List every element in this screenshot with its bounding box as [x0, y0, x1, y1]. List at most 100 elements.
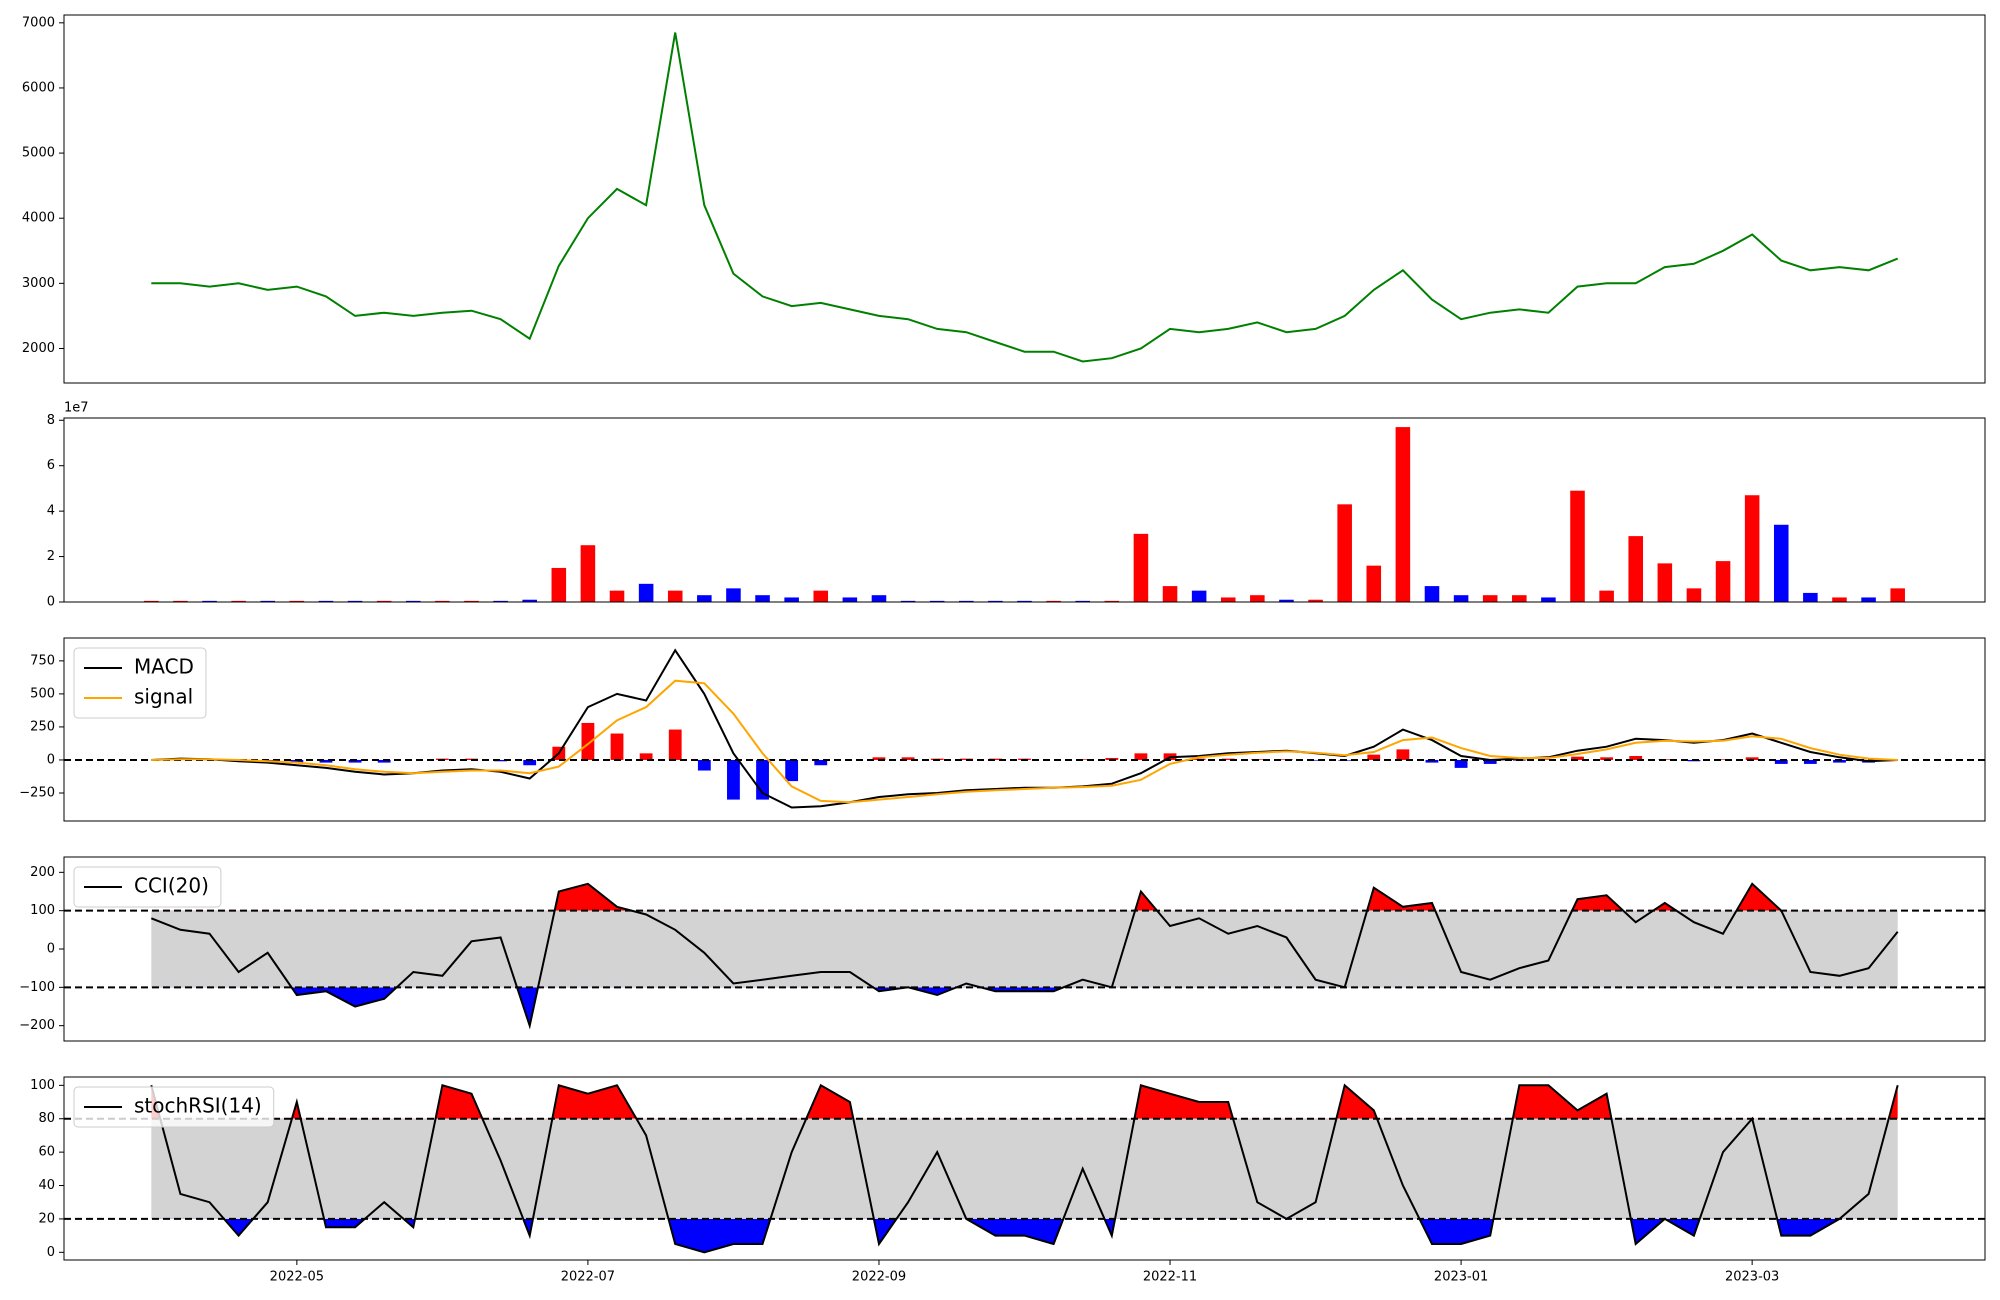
histogram-bar: [727, 759, 740, 800]
volume-bar: [1570, 490, 1585, 602]
legend-label: signal: [134, 685, 193, 709]
volume-bar: [1075, 600, 1090, 602]
volume-bar: [144, 600, 159, 602]
volume-bar: [1220, 597, 1236, 602]
y-tick-label: 6: [47, 458, 55, 473]
volume-bar: [1366, 565, 1382, 602]
y-tick-label: 100: [30, 903, 55, 918]
y-tick-label: 100: [30, 1078, 55, 1093]
y-tick-label: 4000: [22, 211, 55, 226]
volume-bar: [1803, 592, 1818, 602]
volume-bar: [813, 590, 829, 602]
x-tick-label: 2022-11: [1143, 1270, 1197, 1285]
histogram-bar: [1425, 759, 1439, 763]
volume-bar: [1133, 533, 1149, 602]
volume-bar: [1628, 536, 1644, 602]
histogram-bar: [639, 753, 653, 760]
panel: [64, 882, 1985, 1030]
histogram-bar: [377, 759, 391, 763]
volume-bar: [318, 600, 334, 602]
volume-bar: [1657, 563, 1673, 602]
y-tick-label: 60: [38, 1145, 55, 1160]
histogram-bar: [348, 759, 362, 763]
y-tick-label: 6000: [22, 80, 55, 95]
histogram-bar: [610, 733, 624, 760]
histogram-bar: [1833, 759, 1846, 763]
volume-bar: [1308, 599, 1323, 602]
histogram-bar: [1221, 758, 1235, 760]
histogram-bar: [697, 759, 711, 771]
y-tick-label: 4: [47, 504, 55, 519]
histogram-bar: [1483, 759, 1497, 764]
indicator-line: [151, 648, 1898, 809]
volume-bar: [1832, 597, 1847, 602]
panel: [151, 32, 1899, 363]
volume-bar: [871, 595, 887, 602]
histogram-bar: [988, 758, 1002, 760]
histogram-bar: [1803, 759, 1817, 764]
volume-bar: [551, 567, 567, 602]
volume-bar: [1482, 595, 1498, 602]
histogram-bar: [1309, 759, 1322, 761]
histogram-bar: [581, 722, 595, 760]
y-tick-label: −100: [19, 980, 55, 995]
volume-bar: [1541, 597, 1556, 602]
axis-offset-label: 1e7: [64, 401, 89, 416]
volume-bar: [667, 590, 683, 602]
volume-bar: [522, 599, 537, 602]
volume-bar: [929, 600, 945, 602]
volume-bar: [202, 600, 217, 602]
y-tick-label: 8: [47, 413, 55, 428]
y-tick-label: 0: [47, 1245, 55, 1260]
histogram-bar: [290, 759, 304, 763]
volume-bar: [289, 600, 305, 602]
histogram-bar: [1600, 757, 1614, 760]
volume-bar: [1395, 427, 1411, 602]
volume-bar: [1773, 524, 1789, 602]
legend-label: CCI(20): [134, 874, 209, 898]
volume-bar: [1744, 495, 1760, 602]
histogram-bar: [1774, 759, 1788, 764]
neutral-band: [151, 1118, 1898, 1219]
legend-label: MACD: [134, 655, 194, 679]
y-tick-label: 3000: [22, 276, 55, 291]
legend-box: [73, 866, 222, 908]
volume-bar: [1512, 595, 1527, 602]
panel: [144, 427, 1905, 602]
volume-bar: [900, 600, 916, 602]
volume-bar: [493, 600, 508, 602]
volume-bar: [1599, 590, 1614, 602]
histogram-bar: [1454, 759, 1468, 768]
histogram-bar: [901, 757, 915, 760]
y-tick-label: 0: [47, 595, 55, 610]
histogram-bar: [814, 759, 828, 766]
volume-bar: [988, 600, 1003, 602]
y-tick-label: 40: [38, 1178, 55, 1193]
y-tick-label: 2000: [22, 341, 55, 356]
y-tick-label: 2: [47, 549, 55, 564]
histogram-bar: [319, 759, 333, 763]
y-tick-label: 500: [30, 686, 55, 701]
histogram-bar: [1571, 756, 1584, 760]
histogram-bar: [1367, 754, 1381, 760]
y-tick-label: 5000: [22, 146, 55, 161]
volume-bar: [231, 600, 246, 602]
volume-bar: [1424, 586, 1440, 602]
histogram-bar: [668, 729, 682, 760]
volume-bar: [173, 600, 188, 602]
y-tick-label: 7000: [22, 15, 55, 30]
volume-bar: [638, 583, 654, 602]
x-tick-label: 2022-05: [270, 1270, 324, 1285]
histogram-bar: [523, 759, 537, 766]
volume-bar: [755, 595, 770, 602]
legend-box: [73, 647, 207, 719]
volume-bar: [1046, 600, 1061, 602]
volume-bar: [347, 600, 363, 602]
histogram-bar: [1542, 759, 1555, 760]
histogram-bar: [1396, 749, 1410, 760]
volume-bar: [609, 590, 625, 602]
y-tick-label: −200: [19, 1018, 55, 1033]
legend-label: stochRSI(14): [134, 1094, 262, 1118]
volume-bar: [1686, 588, 1702, 602]
